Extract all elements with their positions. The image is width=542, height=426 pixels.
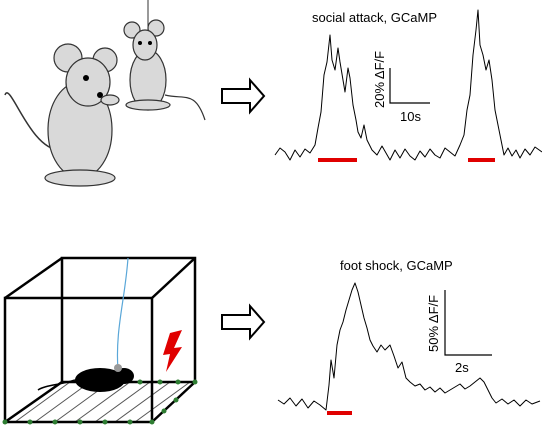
- scale-y-label: 50% ΔF/F: [426, 295, 441, 352]
- panel-title: foot shock, GCaMP: [340, 258, 453, 273]
- scale-bar: [389, 68, 430, 104]
- arrow: [221, 77, 266, 115]
- scale-bar: [444, 290, 492, 356]
- scale-x-label: 2s: [455, 360, 469, 375]
- cage-illustration: [2, 256, 198, 425]
- panel-title: social attack, GCaMP: [312, 10, 437, 25]
- scale-y-label: 20% ΔF/F: [372, 51, 387, 108]
- scale-x-label: 10s: [400, 109, 421, 124]
- arrow: [221, 303, 266, 341]
- mice-illustration: [4, 0, 206, 187]
- trace: [277, 282, 541, 411]
- trace: [274, 9, 542, 161]
